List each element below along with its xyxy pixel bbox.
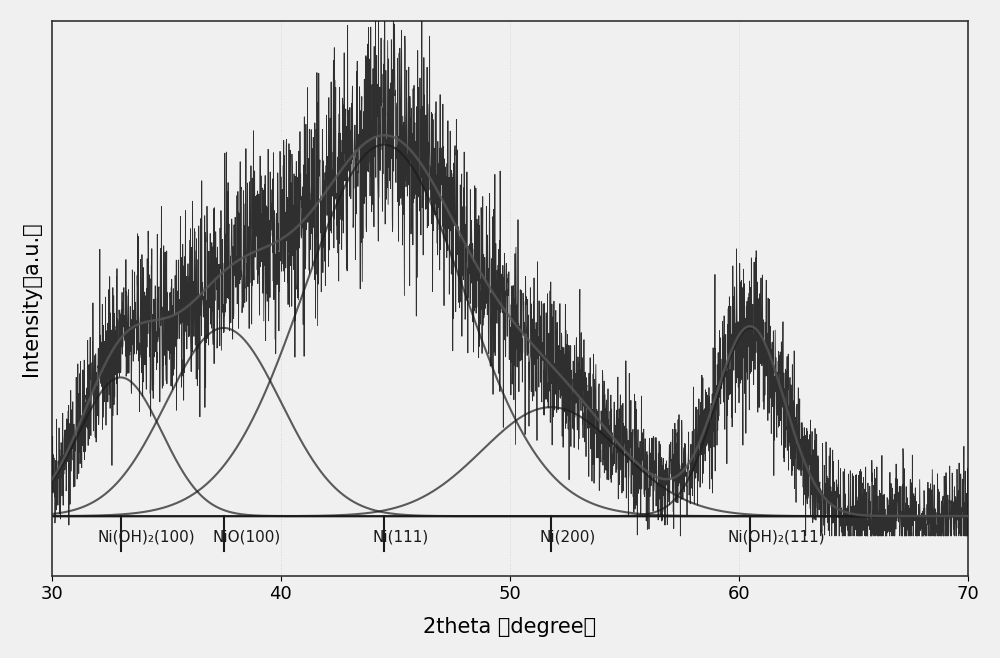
Text: Ni(200): Ni(200) (540, 530, 596, 545)
Text: Ni(OH)₂(111): Ni(OH)₂(111) (727, 530, 825, 545)
X-axis label: 2theta （degree）: 2theta （degree） (423, 617, 596, 637)
Text: Ni(111): Ni(111) (372, 530, 429, 545)
Text: Ni(OH)₂(100): Ni(OH)₂(100) (98, 530, 195, 545)
Y-axis label: Intensity（a.u.）: Intensity（a.u.） (21, 221, 41, 376)
Text: NiO(100): NiO(100) (212, 530, 280, 545)
